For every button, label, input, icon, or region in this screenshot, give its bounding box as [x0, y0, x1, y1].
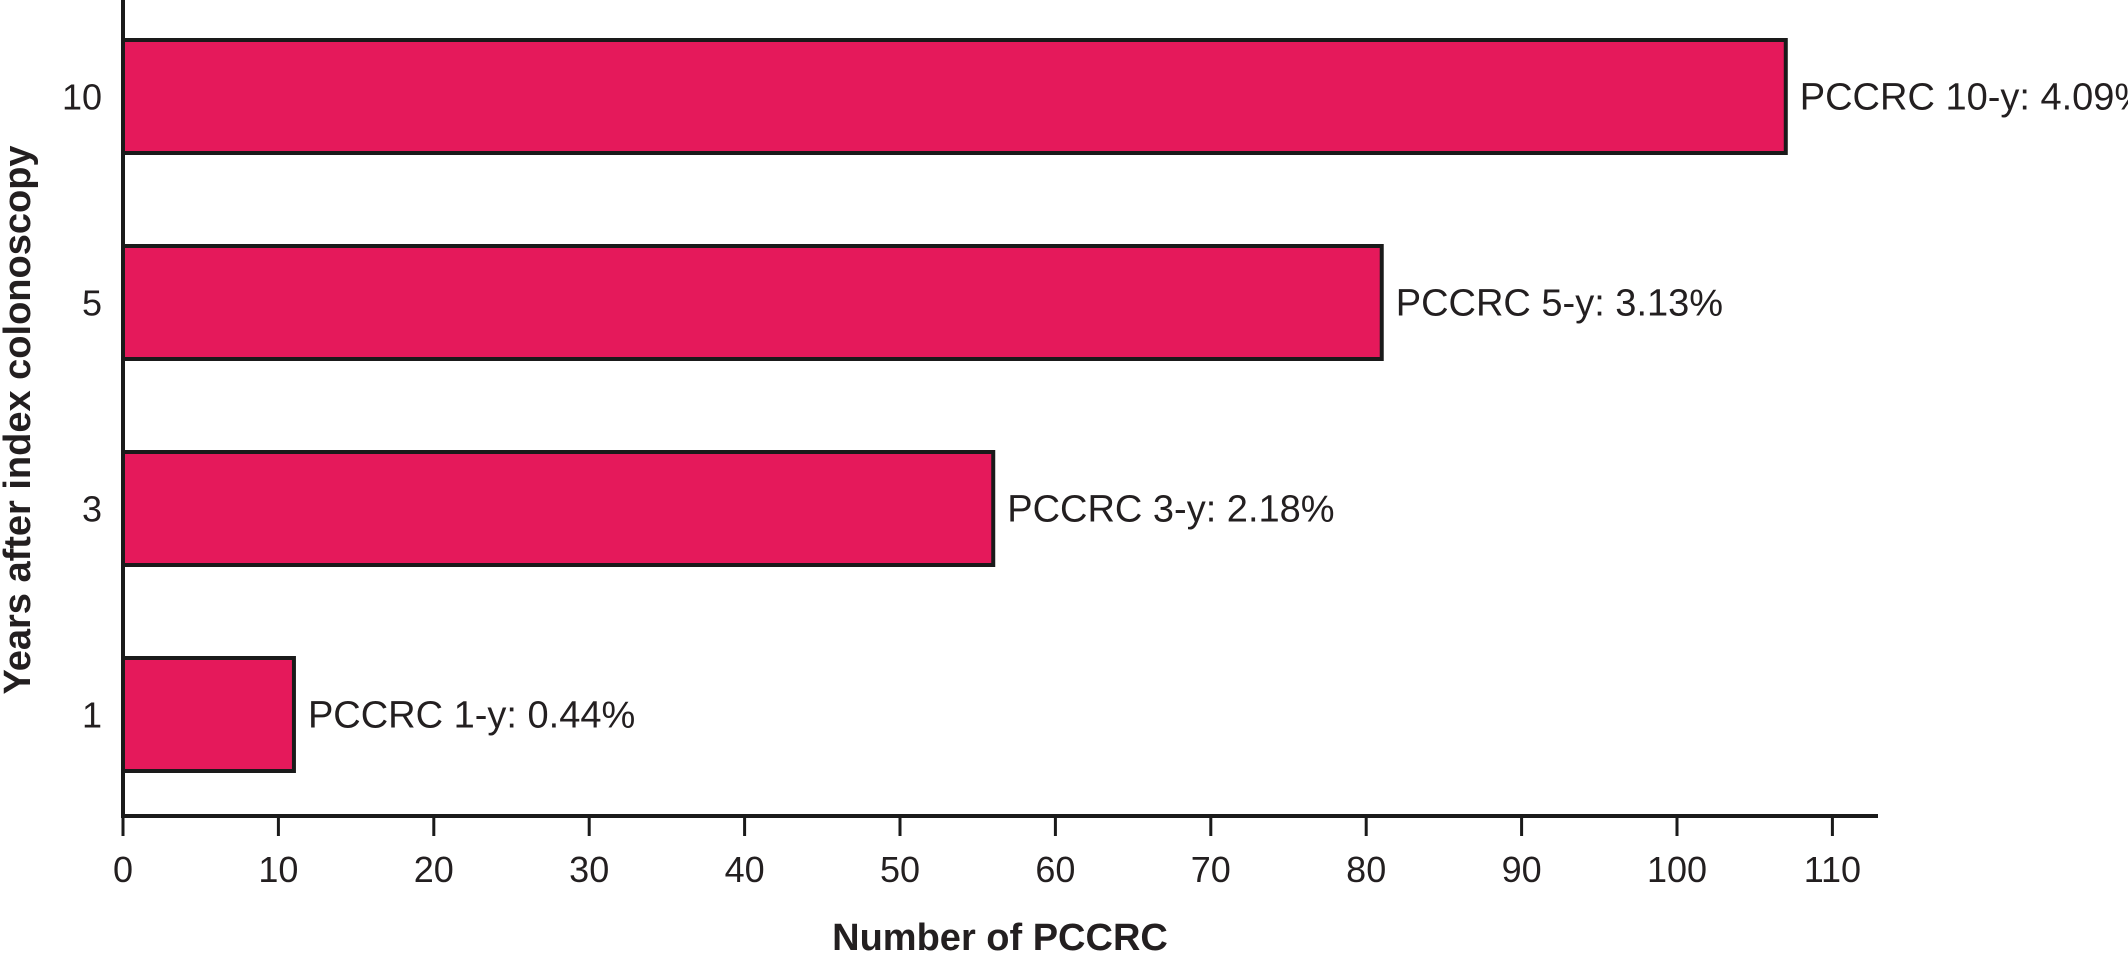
x-axis-title: Number of PCCRC [832, 917, 1168, 953]
bar-data-label: PCCRC 5-y: 3.13% [1396, 283, 1723, 325]
bar-1 [121, 656, 296, 773]
x-ticks-group: 0 10 20 30 40 50 60 70 80 90 100 110 [113, 816, 1861, 890]
bar-labels-group: PCCRC 10-y: 4.09% PCCRC 5-y: 3.13% PCCRC 3… [308, 77, 2128, 737]
bars-group [121, 38, 1788, 773]
x-tick-label: 10 [258, 849, 298, 890]
x-tick-label: 0 [113, 849, 133, 890]
bar-data-label: PCCRC 1-y: 0.44% [308, 695, 635, 737]
y-tick-label: 1 [82, 695, 102, 736]
y-tick-label: 10 [62, 77, 102, 118]
y-tick-labels-group: 10 5 3 1 [62, 77, 102, 736]
x-tick-label: 60 [1035, 849, 1075, 890]
x-tick-label: 50 [880, 849, 920, 890]
bar-data-label: PCCRC 3-y: 2.18% [1007, 489, 1334, 531]
x-tick-label: 110 [1804, 849, 1861, 890]
x-tick-label: 20 [414, 849, 454, 890]
y-tick-label: 3 [82, 489, 102, 530]
y-axis-title: Years after index colonoscopy [0, 145, 39, 694]
bar-3 [121, 450, 996, 567]
x-tick-label: 30 [569, 849, 609, 890]
bar-5 [121, 244, 1384, 361]
x-tick-label: 80 [1346, 849, 1386, 890]
x-tick-label: 90 [1502, 849, 1542, 890]
bar-10 [121, 38, 1788, 155]
x-tick-label: 70 [1191, 849, 1231, 890]
x-tick-label: 40 [725, 849, 765, 890]
x-tick-label: 100 [1647, 849, 1707, 890]
y-tick-label: 5 [82, 283, 102, 324]
bar-data-label: PCCRC 10-y: 4.09% [1800, 77, 2128, 119]
